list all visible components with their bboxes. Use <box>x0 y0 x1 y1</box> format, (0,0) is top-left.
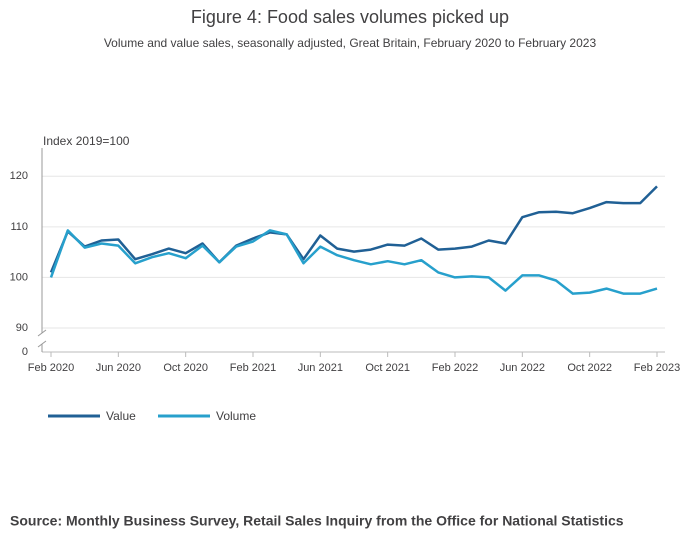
line <box>49 229 658 295</box>
x-tick-label: Feb 2023 <box>634 362 680 374</box>
axis-break <box>37 340 47 348</box>
chart-subtitle: Volume and value sales, seasonally adjus… <box>104 36 597 50</box>
y-tick-label: 90 <box>16 322 28 334</box>
x-tick-label: Jun 2021 <box>298 362 343 374</box>
x-tick-label: Feb 2022 <box>432 362 478 374</box>
x-tick-label: Jun 2020 <box>96 362 141 374</box>
y-tick-label: 110 <box>10 221 28 233</box>
legend-label: Value <box>106 409 136 423</box>
line <box>49 185 658 273</box>
y-axis-label: Index 2019=100 <box>43 134 130 148</box>
source: Source: Monthly Business Survey, Retail … <box>10 513 624 529</box>
y-tick-label: 100 <box>10 271 28 283</box>
x-tick-label: Oct 2021 <box>365 362 410 374</box>
legend-label: Volume <box>216 409 256 423</box>
axis-break <box>37 329 47 337</box>
chart-title: Figure 4: Food sales volumes picked up <box>191 7 509 27</box>
x-tick-label: Feb 2021 <box>230 362 276 374</box>
y-tick-label: 120 <box>10 170 28 182</box>
x-tick-label: Jun 2022 <box>500 362 545 374</box>
x-tick-label: Feb 2020 <box>28 362 74 374</box>
x-tick-label: Oct 2020 <box>163 362 208 374</box>
x-tick-label: Oct 2022 <box>567 362 612 374</box>
y-tick-label: 0 <box>22 346 28 358</box>
